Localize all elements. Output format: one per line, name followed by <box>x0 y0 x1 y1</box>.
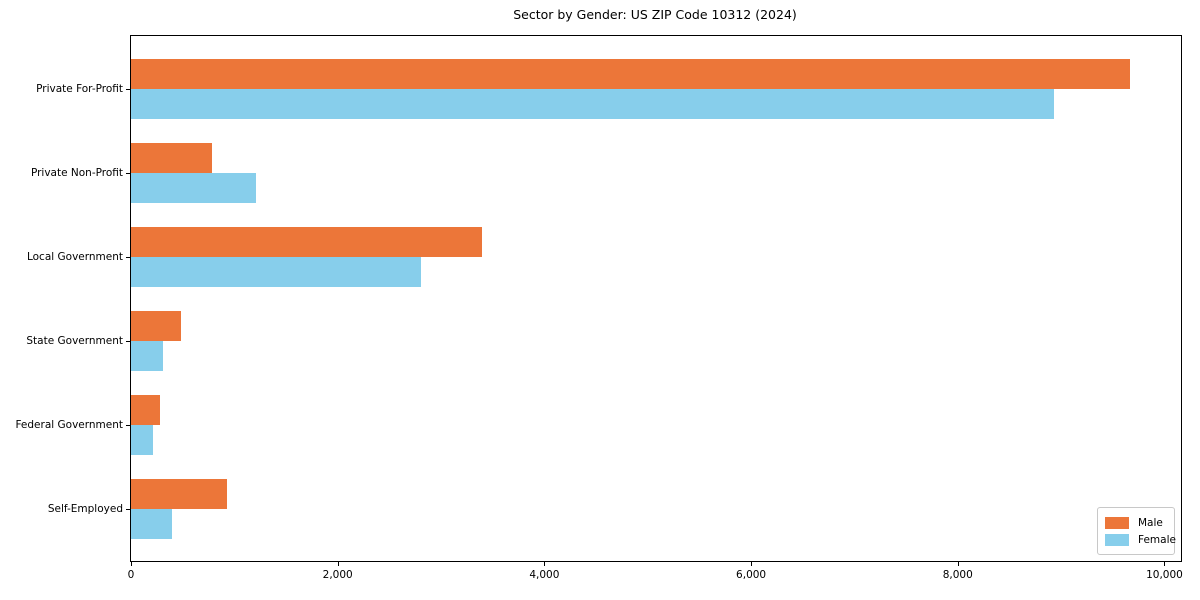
x-axis-tick-label: 8,000 <box>942 569 973 581</box>
y-axis-label: Federal Government <box>15 419 123 431</box>
chart-title: Sector by Gender: US ZIP Code 10312 (202… <box>513 7 797 22</box>
x-axis-tick-label: 4,000 <box>529 569 560 581</box>
y-axis-tick <box>126 173 130 174</box>
legend-row: Male <box>1105 514 1167 531</box>
x-axis-tick-label: 0 <box>127 569 135 581</box>
legend-label-male: Male <box>1138 516 1163 529</box>
bar-male <box>131 227 482 257</box>
y-axis-label: Self-Employed <box>47 503 123 515</box>
x-axis-tick <box>1164 562 1166 566</box>
x-axis-tick-label: 6,000 <box>736 569 767 581</box>
y-axis-label: Private For-Profit <box>36 83 123 95</box>
y-axis-tick <box>126 89 130 90</box>
bar-female <box>131 89 1054 119</box>
y-axis-label: Local Government <box>26 251 123 263</box>
bar-male <box>131 311 181 341</box>
x-axis-tick-label: 2,000 <box>322 569 353 581</box>
x-axis-tick <box>751 562 753 566</box>
bar-female <box>131 173 256 203</box>
bar-female <box>131 509 172 539</box>
plot-area: Private For-Profit Private Non-Profit Loca… <box>15 35 1183 581</box>
y-axis-tick <box>126 425 130 426</box>
bar-male <box>131 395 160 425</box>
legend-swatch-male <box>1105 516 1129 529</box>
x-axis-tick-label: 10,000 <box>1146 569 1183 581</box>
legend-label-female: Female <box>1138 533 1176 546</box>
legend-swatch-female <box>1105 533 1129 546</box>
x-axis-tick <box>131 562 132 566</box>
y-axis-tick <box>126 341 130 342</box>
bar-female <box>131 257 421 287</box>
x-axis-tick <box>544 562 546 566</box>
y-axis-tick <box>126 257 130 258</box>
bar-male <box>131 59 1130 89</box>
legend-row: Female <box>1105 531 1176 548</box>
y-axis-tick <box>126 509 130 510</box>
y-axis-label: State Government <box>26 335 123 347</box>
legend: Male Female <box>1097 507 1176 555</box>
y-axis-label: Private Non-Profit <box>30 167 123 179</box>
bar-female <box>131 341 163 371</box>
bar-male <box>131 143 212 173</box>
x-axis-tick <box>957 562 959 566</box>
bar-female <box>131 425 153 455</box>
bar-male <box>131 479 227 509</box>
x-axis-tick <box>337 562 339 566</box>
